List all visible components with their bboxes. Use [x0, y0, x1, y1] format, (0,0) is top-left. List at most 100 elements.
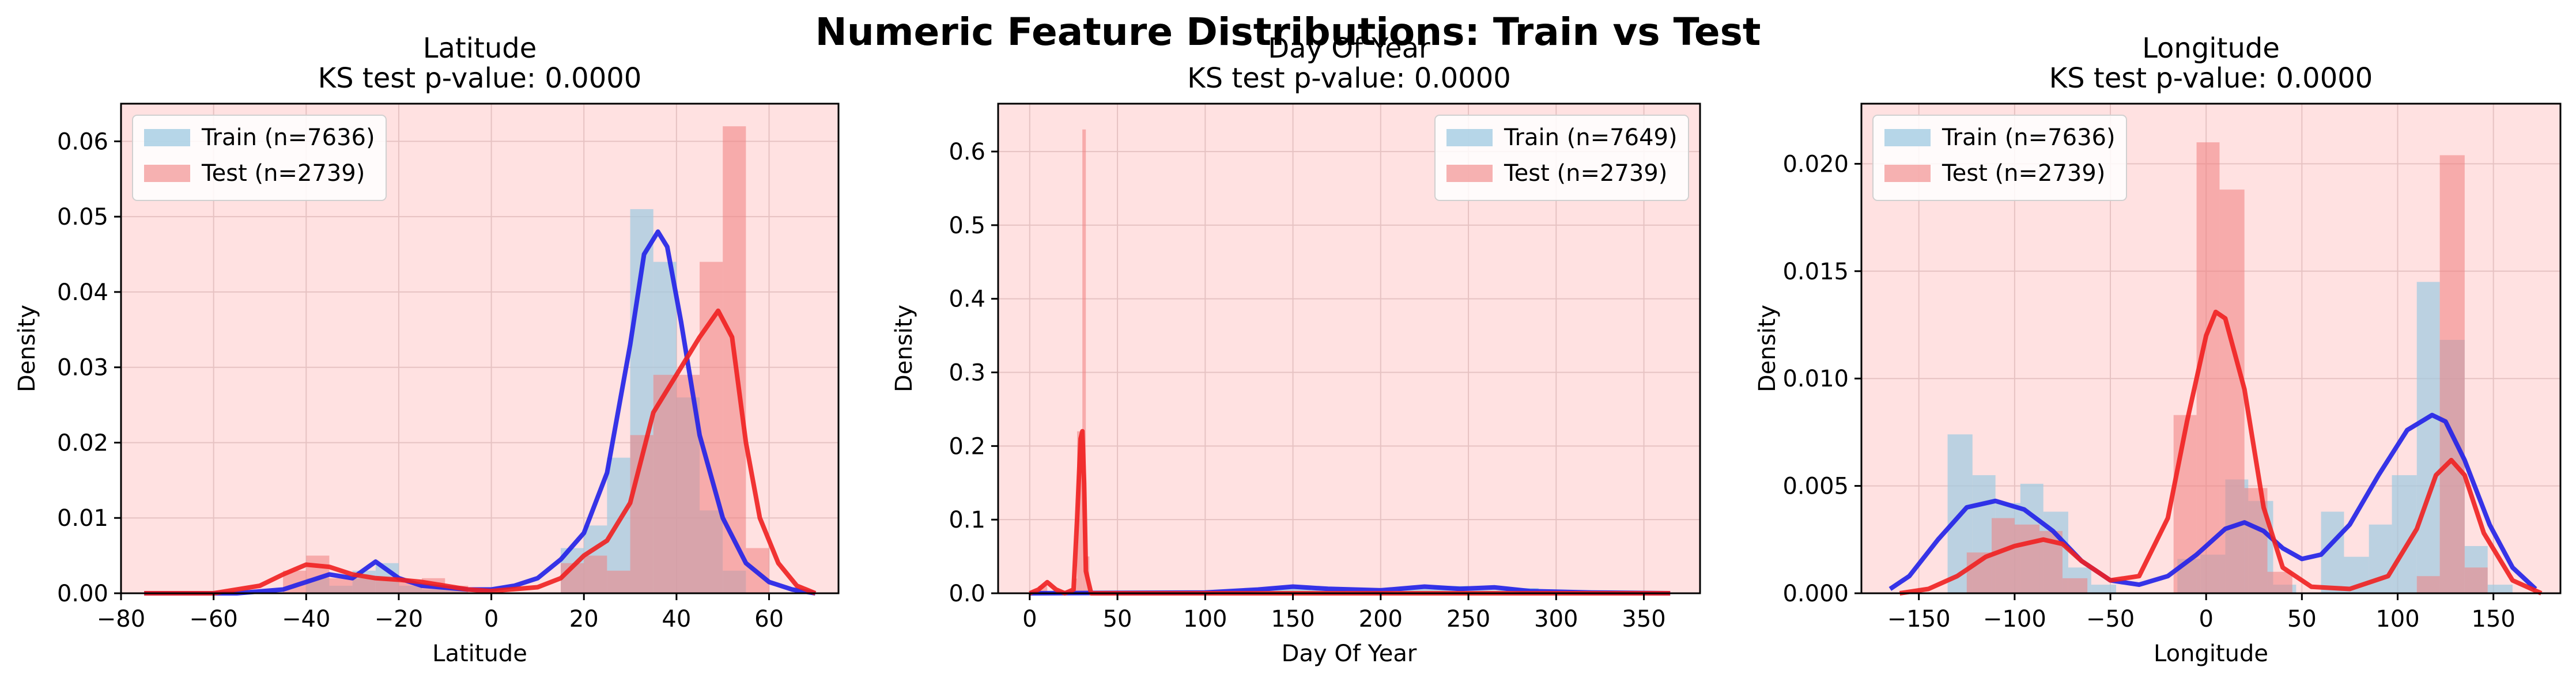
panels-group: −80 −60 −40 −20 0 20 40 600.000.010.020.030.040…: [14, 32, 2562, 667]
x-tick-label: −150: [1887, 606, 1951, 632]
legend: Train (n=7636) Test (n=2739): [132, 115, 387, 201]
legend-label-test: Test (n=2739): [1504, 160, 1667, 187]
legend-label-test: Test (n=2739): [1942, 160, 2105, 187]
x-tick-label: −60: [189, 606, 237, 632]
histogram-bar: [1082, 129, 1086, 594]
y-tick-label: 0.02: [57, 430, 108, 456]
subplot-subtitle: KS test p-value: 0.0000: [2049, 62, 2373, 94]
figure-suptitle: Numeric Feature Distributions: Train vs …: [815, 10, 1761, 54]
x-tick-label: −20: [375, 606, 423, 632]
histogram-bar: [329, 578, 353, 593]
x-tick-label: 150: [2472, 606, 2515, 632]
histogram-bar: [2091, 585, 2116, 593]
legend-box: [132, 115, 387, 201]
subplot-title: Latitude: [423, 32, 537, 65]
histogram-bar: [2267, 571, 2292, 593]
histogram-test: [283, 126, 769, 594]
legend-swatch-train: [1884, 129, 1931, 146]
subplot-1: −80 −60 −40 −20 0 20 40 60 0.00 0.01 0.02 0.03 0.04 0…: [14, 32, 840, 667]
kde-line-test: [1029, 429, 1671, 596]
y-tick-label: 0.1: [949, 507, 985, 533]
x-tick-label: 20: [569, 606, 599, 632]
y-axis-label: Density: [1754, 305, 1781, 392]
x-axis-label: Longitude: [2154, 640, 2268, 667]
legend-box: [1872, 115, 2127, 201]
y-tick-label: 0.5: [949, 213, 985, 239]
legend-label-train: Train (n=7636): [1942, 124, 2116, 151]
histogram-bar: [2487, 585, 2513, 593]
x-tick-label: 60: [754, 606, 784, 632]
y-axis-label: Density: [891, 305, 917, 392]
histogram-bar: [2062, 578, 2088, 593]
y-tick-label: 0.2: [949, 433, 985, 460]
y-tick-label: 0.3: [949, 360, 985, 386]
legend-swatch-train: [144, 129, 190, 146]
legend-swatch-test: [1884, 165, 1931, 182]
y-tick-label: 0.6: [949, 139, 985, 165]
x-tick-label: 300: [1534, 606, 1578, 632]
x-tick-label: 0: [2199, 606, 2213, 632]
y-tick-label: 0.000: [1782, 581, 1849, 607]
histogram-bar: [584, 555, 607, 593]
x-tick-label: 40: [662, 606, 691, 632]
histogram-bar: [2416, 576, 2440, 593]
legend-swatch-test: [144, 165, 190, 182]
y-tick-label: 0.0: [949, 581, 985, 607]
x-tick-label: −40: [282, 606, 330, 632]
subplot-title: Longitude: [2142, 32, 2280, 65]
x-tick-label: −80: [97, 606, 145, 632]
y-tick-label: 0.05: [57, 204, 108, 230]
histogram-bar: [1077, 431, 1083, 593]
histogram-bar: [2416, 282, 2440, 593]
y-tick-label: 0.00: [57, 581, 108, 607]
histogram-bar: [607, 570, 630, 593]
x-tick-label: −100: [1983, 606, 2046, 632]
x-tick-label: 50: [1103, 606, 1132, 632]
x-axis-label: Latitude: [432, 640, 527, 667]
histogram-bar: [2464, 567, 2488, 593]
y-tick-label: 0.06: [57, 128, 108, 155]
x-axis-label: Day Of Year: [1282, 640, 1417, 667]
histogram-bar: [1991, 518, 2015, 593]
kde-line-test: [1899, 309, 2543, 596]
legend-swatch-train: [1446, 129, 1493, 146]
legend-label-train: Train (n=7649): [1504, 124, 1678, 151]
y-tick-label: 0.04: [57, 279, 108, 306]
subplot-2: 0 50 100 150 200 250 300 350 0.0 0.1 0.2 0.3 0.4 0.5 0…: [891, 32, 1701, 667]
x-tick-label: 100: [2375, 606, 2419, 632]
y-tick-label: 0.010: [1782, 366, 1849, 392]
x-tick-label: 0: [1022, 606, 1037, 632]
subplot-subtitle: KS test p-value: 0.0000: [318, 62, 642, 94]
legend-swatch-test: [1446, 165, 1493, 182]
y-tick-label: 0.4: [949, 286, 985, 313]
y-tick-label: 0.015: [1782, 259, 1849, 285]
legend-box: [1434, 115, 1689, 201]
kde-line-train: [1888, 412, 2537, 591]
subplot-3: −150 −100 −50 0 50 100 150 0.000 0.005 0.010 0.015…: [1754, 32, 2562, 667]
histogram-bar: [352, 578, 376, 593]
y-tick-label: 0.03: [57, 355, 108, 381]
histogram-bar: [2014, 524, 2040, 593]
legend-label-test: Test (n=2739): [201, 160, 365, 187]
y-tick-label: 0.020: [1782, 151, 1849, 177]
histogram-bar: [653, 374, 677, 593]
legend-label-train: Train (n=7636): [201, 124, 375, 151]
x-tick-label: 350: [1622, 606, 1665, 632]
legend: Train (n=7649) Test (n=2739): [1434, 115, 1689, 201]
x-tick-label: −50: [2086, 606, 2135, 632]
x-tick-label: 0: [484, 606, 498, 632]
x-tick-label: 200: [1359, 606, 1403, 632]
y-tick-label: 0.005: [1782, 473, 1849, 500]
x-tick-label: 250: [1446, 606, 1490, 632]
histogram-bar: [1275, 587, 1311, 593]
legend: Train (n=7636) Test (n=2739): [1872, 115, 2127, 201]
axes-frame: [997, 103, 1701, 594]
y-axis-label: Density: [14, 305, 40, 392]
y-tick-label: 0.01: [57, 505, 108, 532]
x-tick-label: 150: [1271, 606, 1315, 632]
axes-frame: [1860, 103, 2562, 594]
kde-line-train: [144, 229, 816, 596]
x-tick-label: 100: [1183, 606, 1227, 632]
kde-line-test: [144, 308, 817, 596]
